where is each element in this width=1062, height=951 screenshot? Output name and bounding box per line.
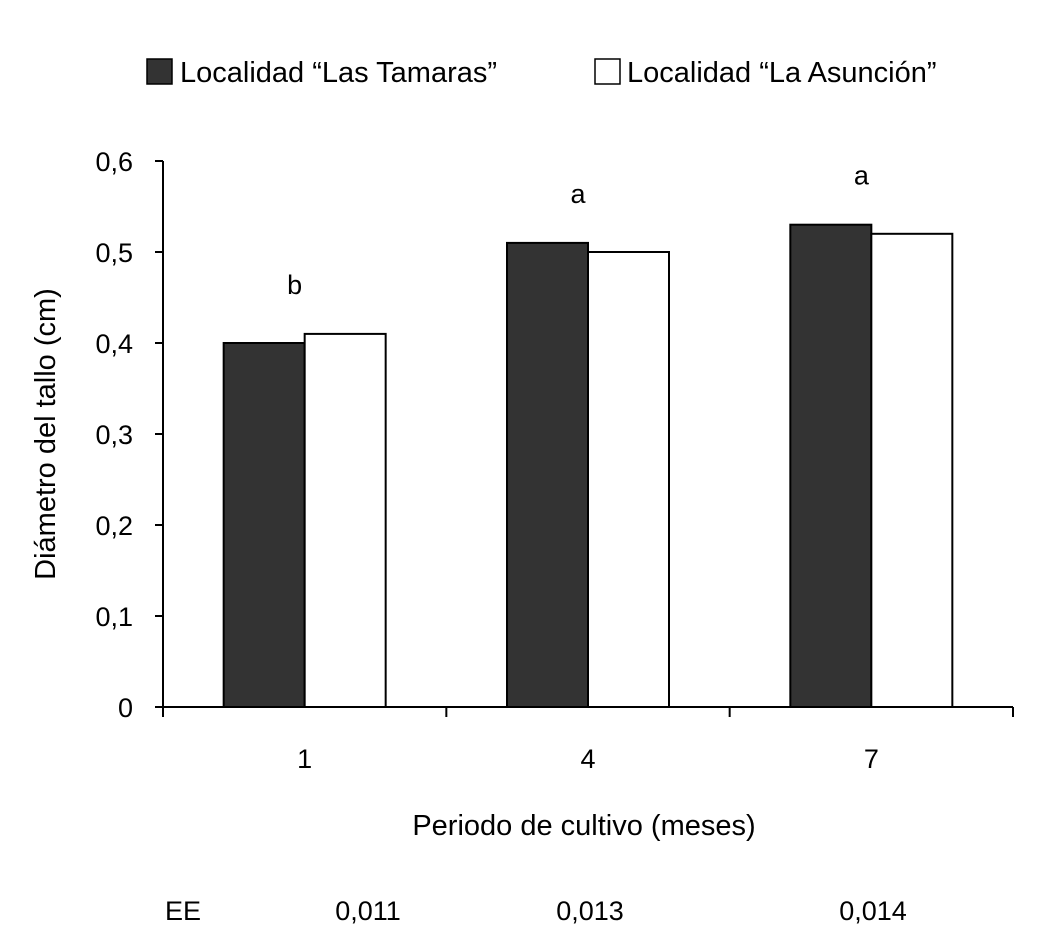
- bar-la-asuncion-7: [870, 232, 954, 709]
- bar-las-tamaras-1: [222, 342, 306, 708]
- y-tick-label: 0,6: [95, 147, 133, 177]
- x-tick-label: 7: [864, 744, 879, 774]
- legend: Localidad “Las Tamaras” Localidad “La As…: [146, 57, 937, 89]
- legend-swatch-las-tamaras: [146, 58, 173, 85]
- y-axis-label: Diámetro del tallo (cm): [30, 288, 62, 580]
- y-tick-label: 0,3: [95, 420, 133, 450]
- bar-la-asuncion-4: [587, 251, 670, 708]
- ee-value-7: 0,014: [839, 896, 907, 926]
- bar-las-tamaras-4: [506, 241, 589, 708]
- significance-label: a: [854, 161, 870, 191]
- legend-label-la-asuncion: Localidad “La Asunción”: [627, 57, 937, 89]
- ee-value-1: 0,011: [335, 896, 401, 926]
- x-axis-label: Periodo de cultivo (meses): [412, 810, 755, 842]
- x-tick-label: 1: [297, 744, 312, 774]
- legend-label-las-tamaras: Localidad “Las Tamaras”: [180, 57, 497, 89]
- x-tick-label: 4: [580, 744, 595, 774]
- y-tick-label: 0,4: [95, 329, 133, 359]
- y-tick-label: 0,2: [95, 511, 133, 541]
- legend-swatch-la-asuncion: [594, 58, 621, 85]
- bar-las-tamaras-7: [789, 223, 873, 708]
- significance-label: a: [570, 179, 586, 209]
- ee-value-4: 0,013: [556, 896, 624, 926]
- ee-label: EE: [165, 896, 201, 926]
- y-tick-label: 0,5: [95, 238, 133, 268]
- y-tick-label: 0: [118, 693, 133, 723]
- axes: 0 0,1 0,2 0,3 0,4 0,5 0,6 1 b 4 a 7 a: [95, 147, 1014, 774]
- y-tick-label: 0,1: [95, 602, 133, 632]
- significance-label: b: [287, 270, 302, 300]
- bar-la-asuncion-1: [303, 332, 387, 708]
